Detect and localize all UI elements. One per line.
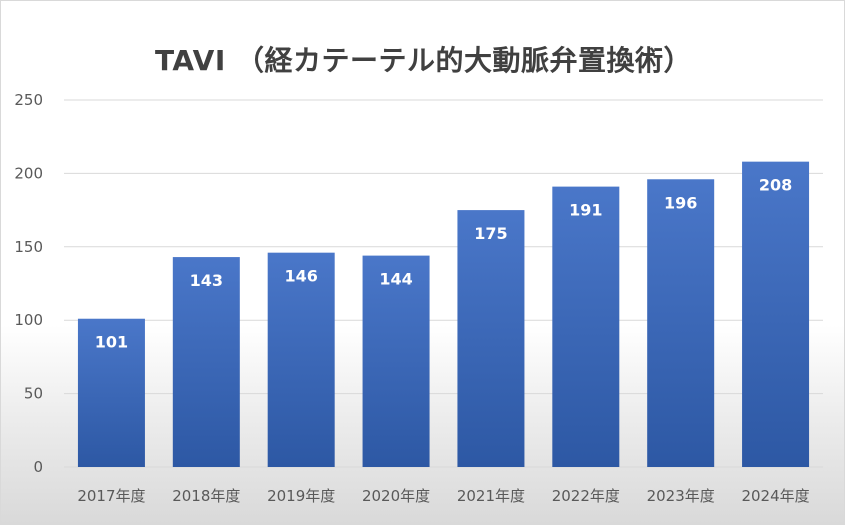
data-label: 101 — [95, 333, 128, 352]
y-tick-label: 250 — [14, 91, 43, 109]
data-label: 191 — [569, 201, 602, 220]
bar — [552, 186, 620, 467]
data-label: 143 — [190, 271, 223, 290]
data-label: 208 — [759, 176, 792, 195]
x-tick-label: 2021年度 — [457, 487, 525, 505]
x-tick-label: 2024年度 — [741, 487, 809, 505]
x-tick-label: 2023年度 — [647, 487, 715, 505]
x-tick-label: 2020年度 — [362, 487, 430, 505]
x-tick-label: 2017年度 — [77, 487, 145, 505]
bar — [647, 179, 715, 467]
bar — [362, 255, 430, 467]
x-tick-label: 2018年度 — [172, 487, 240, 505]
bar — [172, 257, 240, 467]
bar — [77, 318, 145, 467]
bar — [742, 161, 810, 467]
data-label: 144 — [379, 270, 412, 289]
y-axis-tick-labels: 0 50 100 150 200 250 — [14, 91, 43, 476]
x-axis-tick-labels: 2017年度 2018年度 2019年度 2020年度 2021年度 2022年度 2023… — [77, 487, 809, 505]
y-tick-label: 200 — [14, 164, 43, 182]
data-label: 146 — [284, 267, 317, 286]
bar — [457, 210, 525, 467]
y-tick-label: 100 — [14, 311, 43, 329]
chart-title: TAVI （経カテーテル的大動脈弁置換術） — [154, 44, 693, 77]
data-labels: 101 143 146 144 175 191 196 208 — [95, 176, 793, 352]
y-tick-label: 150 — [14, 238, 43, 256]
y-tick-label: 0 — [33, 458, 43, 476]
y-tick-label: 50 — [24, 385, 43, 403]
data-label: 196 — [664, 193, 697, 212]
bar — [267, 252, 335, 467]
data-label: 175 — [474, 224, 507, 243]
x-tick-label: 2019年度 — [267, 487, 335, 505]
x-tick-label: 2022年度 — [552, 487, 620, 505]
bars — [77, 161, 810, 467]
